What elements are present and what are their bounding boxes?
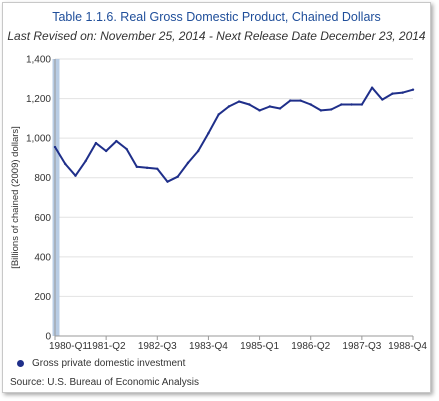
data-point[interactable]: [299, 99, 302, 102]
data-point[interactable]: [135, 165, 139, 169]
data-point[interactable]: [104, 149, 108, 153]
chart-subtitle: Last Revised on: November 25, 2014 - Nex…: [7, 29, 426, 43]
chart-frame: Table 1.1.6. Real Gross Domestic Product…: [2, 2, 431, 393]
x-tick-label: 1981-Q2: [87, 341, 126, 352]
x-tick-label: 1988-Q4: [388, 341, 427, 352]
data-point[interactable]: [350, 103, 353, 106]
x-tick-label: 1985-Q1: [240, 341, 279, 352]
y-tick-label: 800: [34, 173, 51, 184]
data-point[interactable]: [289, 99, 292, 102]
data-point[interactable]: [391, 92, 394, 95]
x-tick-label: 1987-Q3: [342, 341, 381, 352]
y-tick-label: 400: [34, 252, 51, 263]
legend-marker: [17, 360, 24, 367]
series-group: [53, 86, 415, 183]
data-point[interactable]: [340, 103, 343, 106]
series-line: [54, 86, 414, 183]
data-point[interactable]: [248, 103, 251, 106]
data-point[interactable]: [156, 167, 159, 171]
data-point[interactable]: [207, 131, 210, 135]
y-tick-label: 0: [45, 332, 51, 343]
data-point[interactable]: [74, 174, 77, 177]
highlight-band: [52, 59, 60, 336]
data-point[interactable]: [268, 105, 271, 108]
data-point[interactable]: [319, 109, 323, 112]
data-point[interactable]: [176, 175, 179, 178]
data-point[interactable]: [411, 88, 415, 91]
y-tick-labels: 0 200 400 600 800 1,000 1,200 1,400: [26, 55, 51, 343]
x-tick-label: 1986-Q2: [291, 341, 330, 352]
legend[interactable]: Gross private domestic investment: [17, 358, 185, 369]
legend-label: Gross private domestic investment: [32, 358, 186, 369]
data-point[interactable]: [370, 86, 374, 89]
data-point[interactable]: [94, 141, 98, 145]
y-tick-label: 1,000: [26, 134, 51, 145]
data-point[interactable]: [258, 109, 261, 112]
axes: [54, 59, 413, 337]
y-tick-label: 600: [34, 213, 51, 224]
source-note: Source: U.S. Bureau of Economic Analysis: [10, 377, 199, 388]
data-point[interactable]: [84, 159, 87, 163]
data-point[interactable]: [227, 105, 231, 108]
data-point[interactable]: [166, 180, 169, 183]
x-tick-label: 1980-Q1: [49, 341, 88, 352]
data-point[interactable]: [237, 100, 241, 103]
x-tick-label: 1982-Q3: [138, 341, 177, 352]
chart-title: Table 1.1.6. Real Gross Domestic Product…: [52, 10, 381, 24]
data-point[interactable]: [401, 91, 404, 94]
data-point[interactable]: [64, 162, 67, 166]
data-point[interactable]: [197, 149, 200, 153]
data-point[interactable]: [145, 166, 149, 170]
data-point[interactable]: [53, 145, 57, 149]
y-tick-label: 1,400: [26, 55, 51, 66]
data-point[interactable]: [186, 161, 190, 165]
data-point[interactable]: [125, 147, 128, 151]
data-point[interactable]: [278, 107, 282, 110]
data-point[interactable]: [329, 108, 333, 111]
y-tick-label: 1,200: [26, 94, 51, 105]
data-point[interactable]: [381, 98, 384, 101]
data-point[interactable]: [309, 103, 312, 106]
data-point[interactable]: [217, 113, 220, 116]
data-point[interactable]: [360, 103, 364, 106]
x-tick-label: 1983-Q4: [189, 341, 228, 352]
y-axis-label: [Billions of chained (2009) dollars]: [10, 126, 21, 269]
grid-lines: [55, 58, 413, 337]
data-point[interactable]: [115, 139, 118, 143]
y-tick-label: 200: [34, 292, 51, 303]
line-chart: 0 200 400 600 800 1,000 1,200 1,400 1980-Q11981…: [10, 55, 427, 353]
